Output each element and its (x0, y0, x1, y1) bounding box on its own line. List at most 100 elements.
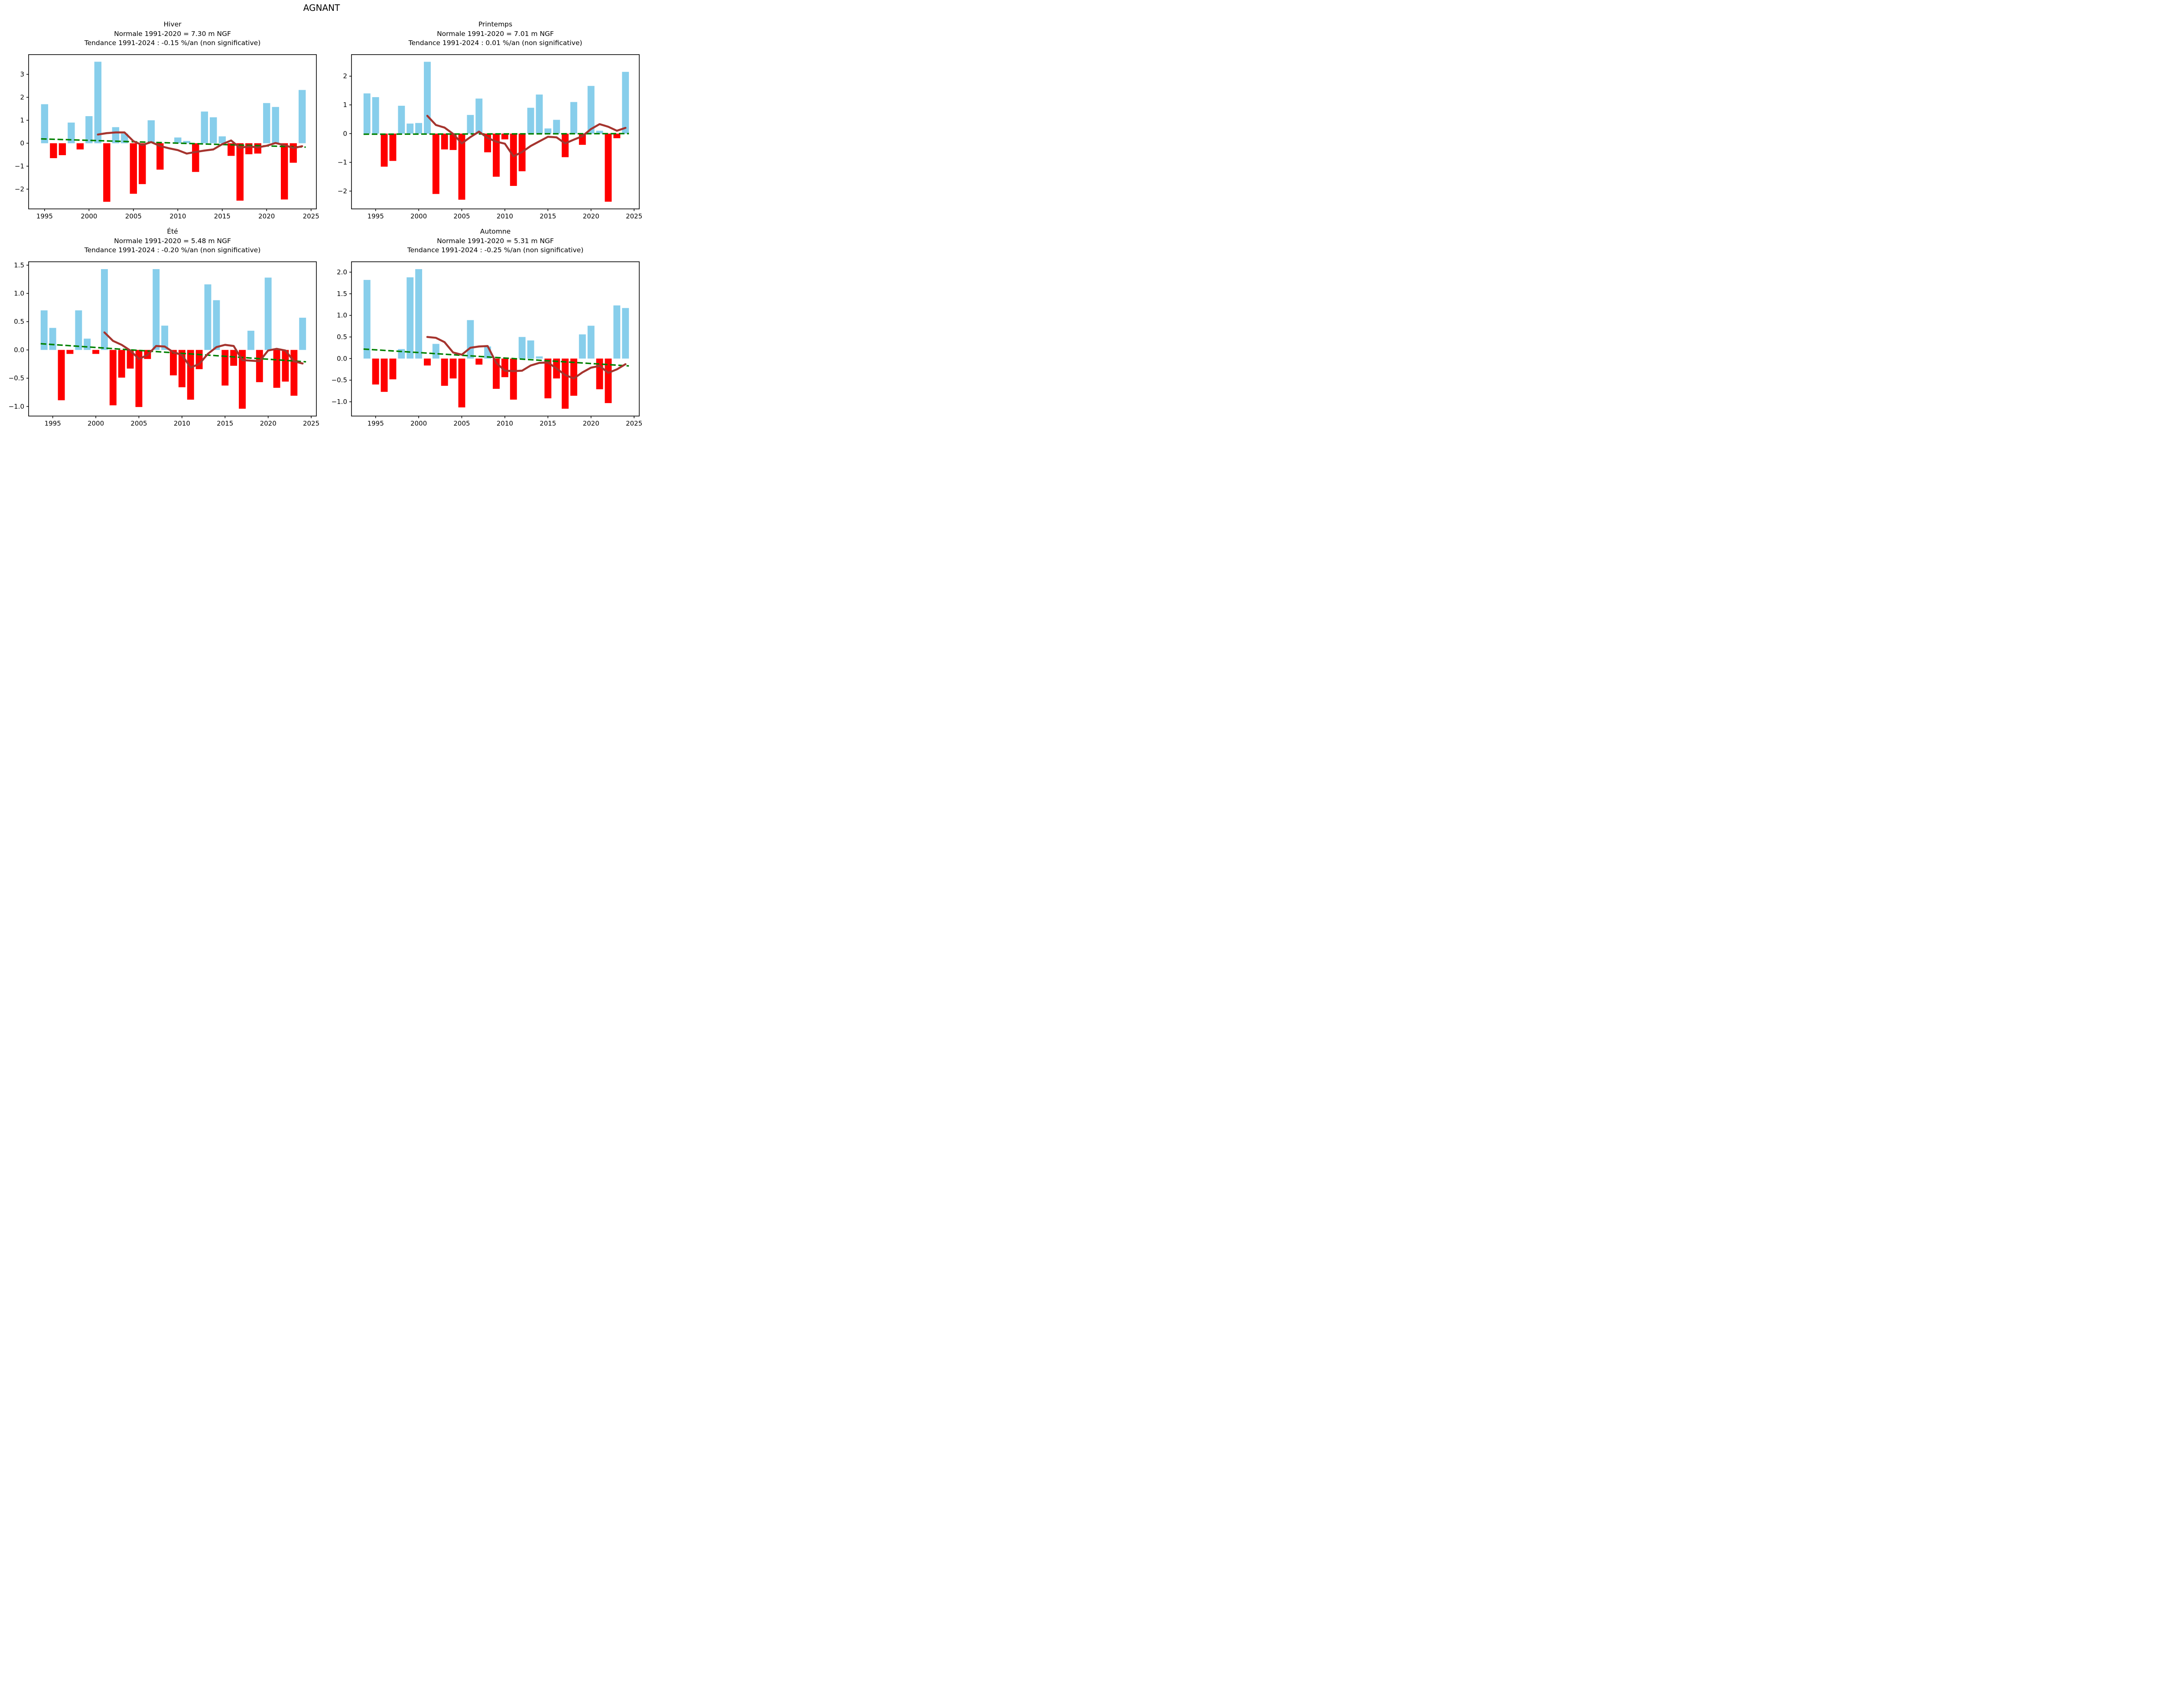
bar-2024 (299, 318, 306, 350)
panel-title-hiver: Hiver Normale 1991-2020 = 7.30 m NGF Ten… (29, 20, 316, 48)
bar-2001 (423, 62, 431, 134)
x-tick-label: 2025 (626, 212, 642, 220)
bar-1995 (372, 97, 379, 134)
x-tick-label: 2020 (583, 212, 599, 220)
y-tick-label: −2 (338, 187, 347, 195)
bar-1996 (381, 358, 388, 392)
bar-1996 (381, 133, 388, 167)
bar-2009 (493, 133, 500, 177)
normale-label: Normale 1991-2020 = 5.31 m NGF (437, 237, 554, 245)
bar-2003 (441, 358, 448, 386)
bar-1998 (398, 349, 405, 359)
bar-2020 (263, 103, 270, 143)
bar-2000 (415, 123, 423, 134)
panel-printemps: Printemps Normale 1991-2020 = 7.01 m NGF… (338, 20, 642, 222)
bar-1995 (372, 358, 379, 385)
bar-2022 (281, 143, 288, 200)
bar-2005 (458, 358, 465, 408)
bar-1997 (389, 133, 397, 161)
y-tick-label: −1.0 (332, 398, 347, 406)
bar-2015 (218, 136, 226, 143)
figure-title: AGNANT (303, 3, 340, 13)
bar-2017 (562, 358, 569, 409)
bar-2007 (475, 98, 483, 134)
bar-1994 (40, 310, 48, 350)
y-tick-label: 0.5 (14, 318, 24, 325)
bar-2020 (587, 86, 595, 134)
y-tick-label: 1 (20, 117, 24, 124)
bar-2022 (605, 358, 612, 403)
y-tick-label: 1.0 (337, 312, 347, 319)
bar-2009 (493, 358, 500, 389)
y-tick-label: −0.5 (9, 374, 24, 382)
x-tick-label: 1995 (36, 212, 53, 220)
bar-2007 (153, 269, 160, 350)
x-tick-label: 2025 (626, 420, 642, 427)
y-tick-label: 0.0 (337, 355, 347, 362)
bar-2019 (579, 334, 586, 359)
y-tick-label: −1 (338, 159, 347, 166)
bar-2001 (423, 358, 431, 366)
bar-1998 (398, 106, 405, 134)
moving-average-line (426, 114, 627, 157)
bar-2016 (228, 143, 235, 156)
bar-2003 (118, 350, 125, 378)
bar-2018 (570, 358, 577, 396)
y-tick-label: 2.0 (337, 268, 347, 276)
bar-2000 (415, 269, 423, 359)
x-tick-label: 2015 (217, 420, 233, 427)
x-tick-label: 2000 (88, 420, 104, 427)
x-tick-label: 2015 (540, 420, 556, 427)
bar-1999 (84, 338, 91, 350)
bar-1998 (68, 122, 75, 143)
y-tick-label: 1.0 (14, 290, 24, 297)
bar-1997 (59, 143, 66, 156)
bar-2018 (247, 331, 254, 350)
x-tick-label: 2010 (497, 212, 513, 220)
bar-2005 (458, 133, 465, 200)
bar-2013 (201, 111, 208, 143)
y-tick-label: −1 (15, 162, 24, 170)
bar-2022 (605, 133, 612, 202)
x-tick-label: 2000 (81, 212, 97, 220)
bar-1999 (407, 124, 414, 134)
bar-2007 (475, 358, 483, 365)
y-tick-label: −1.0 (9, 403, 24, 410)
x-tick-label: 2005 (453, 212, 470, 220)
y-tick-label: −0.5 (332, 376, 347, 384)
bar-2005 (130, 143, 137, 194)
bar-2015 (544, 128, 552, 134)
bar-1998 (75, 310, 82, 350)
tendance-label: Tendance 1991-2024 : -0.20 %/an (non sig… (84, 246, 261, 254)
x-tick-label: 2010 (169, 212, 186, 220)
bar-2010 (501, 358, 508, 377)
bar-2017 (236, 143, 244, 201)
bar-2018 (570, 102, 577, 134)
bar-2024 (622, 308, 629, 359)
moving-average-line (426, 336, 627, 380)
bar-2002 (432, 133, 439, 194)
x-tick-label: 2000 (410, 212, 427, 220)
panel-title-automne: Automne Normale 1991-2020 = 5.31 m NGF T… (351, 227, 639, 255)
x-tick-label: 1995 (45, 420, 61, 427)
bar-2000 (85, 116, 93, 143)
bar-2008 (156, 143, 164, 170)
bar-1994 (363, 280, 371, 359)
bar-2007 (147, 120, 155, 143)
season-label: Été (167, 228, 178, 235)
bar-2016 (230, 350, 238, 366)
y-tick-label: 3 (20, 71, 24, 78)
bar-2014 (536, 356, 543, 359)
y-tick-label: 0.5 (337, 333, 347, 341)
trend-line (41, 138, 306, 148)
bar-2010 (178, 350, 185, 387)
figure: AGNANT Hiver Normale 1991-2020 = 7.30 m … (0, 0, 643, 427)
x-tick-label: 2005 (130, 420, 147, 427)
x-tick-label: 2020 (583, 420, 599, 427)
bar-1996 (50, 143, 57, 158)
y-tick-label: −2 (15, 185, 24, 193)
x-tick-label: 2025 (303, 420, 319, 427)
y-tick-label: 0.0 (14, 346, 24, 354)
plot-area-printemps: 1995 2000 2005 2010 2015 2020 2025 2 1 0 −1 −2 (338, 54, 642, 220)
moving-average-line (103, 331, 304, 369)
